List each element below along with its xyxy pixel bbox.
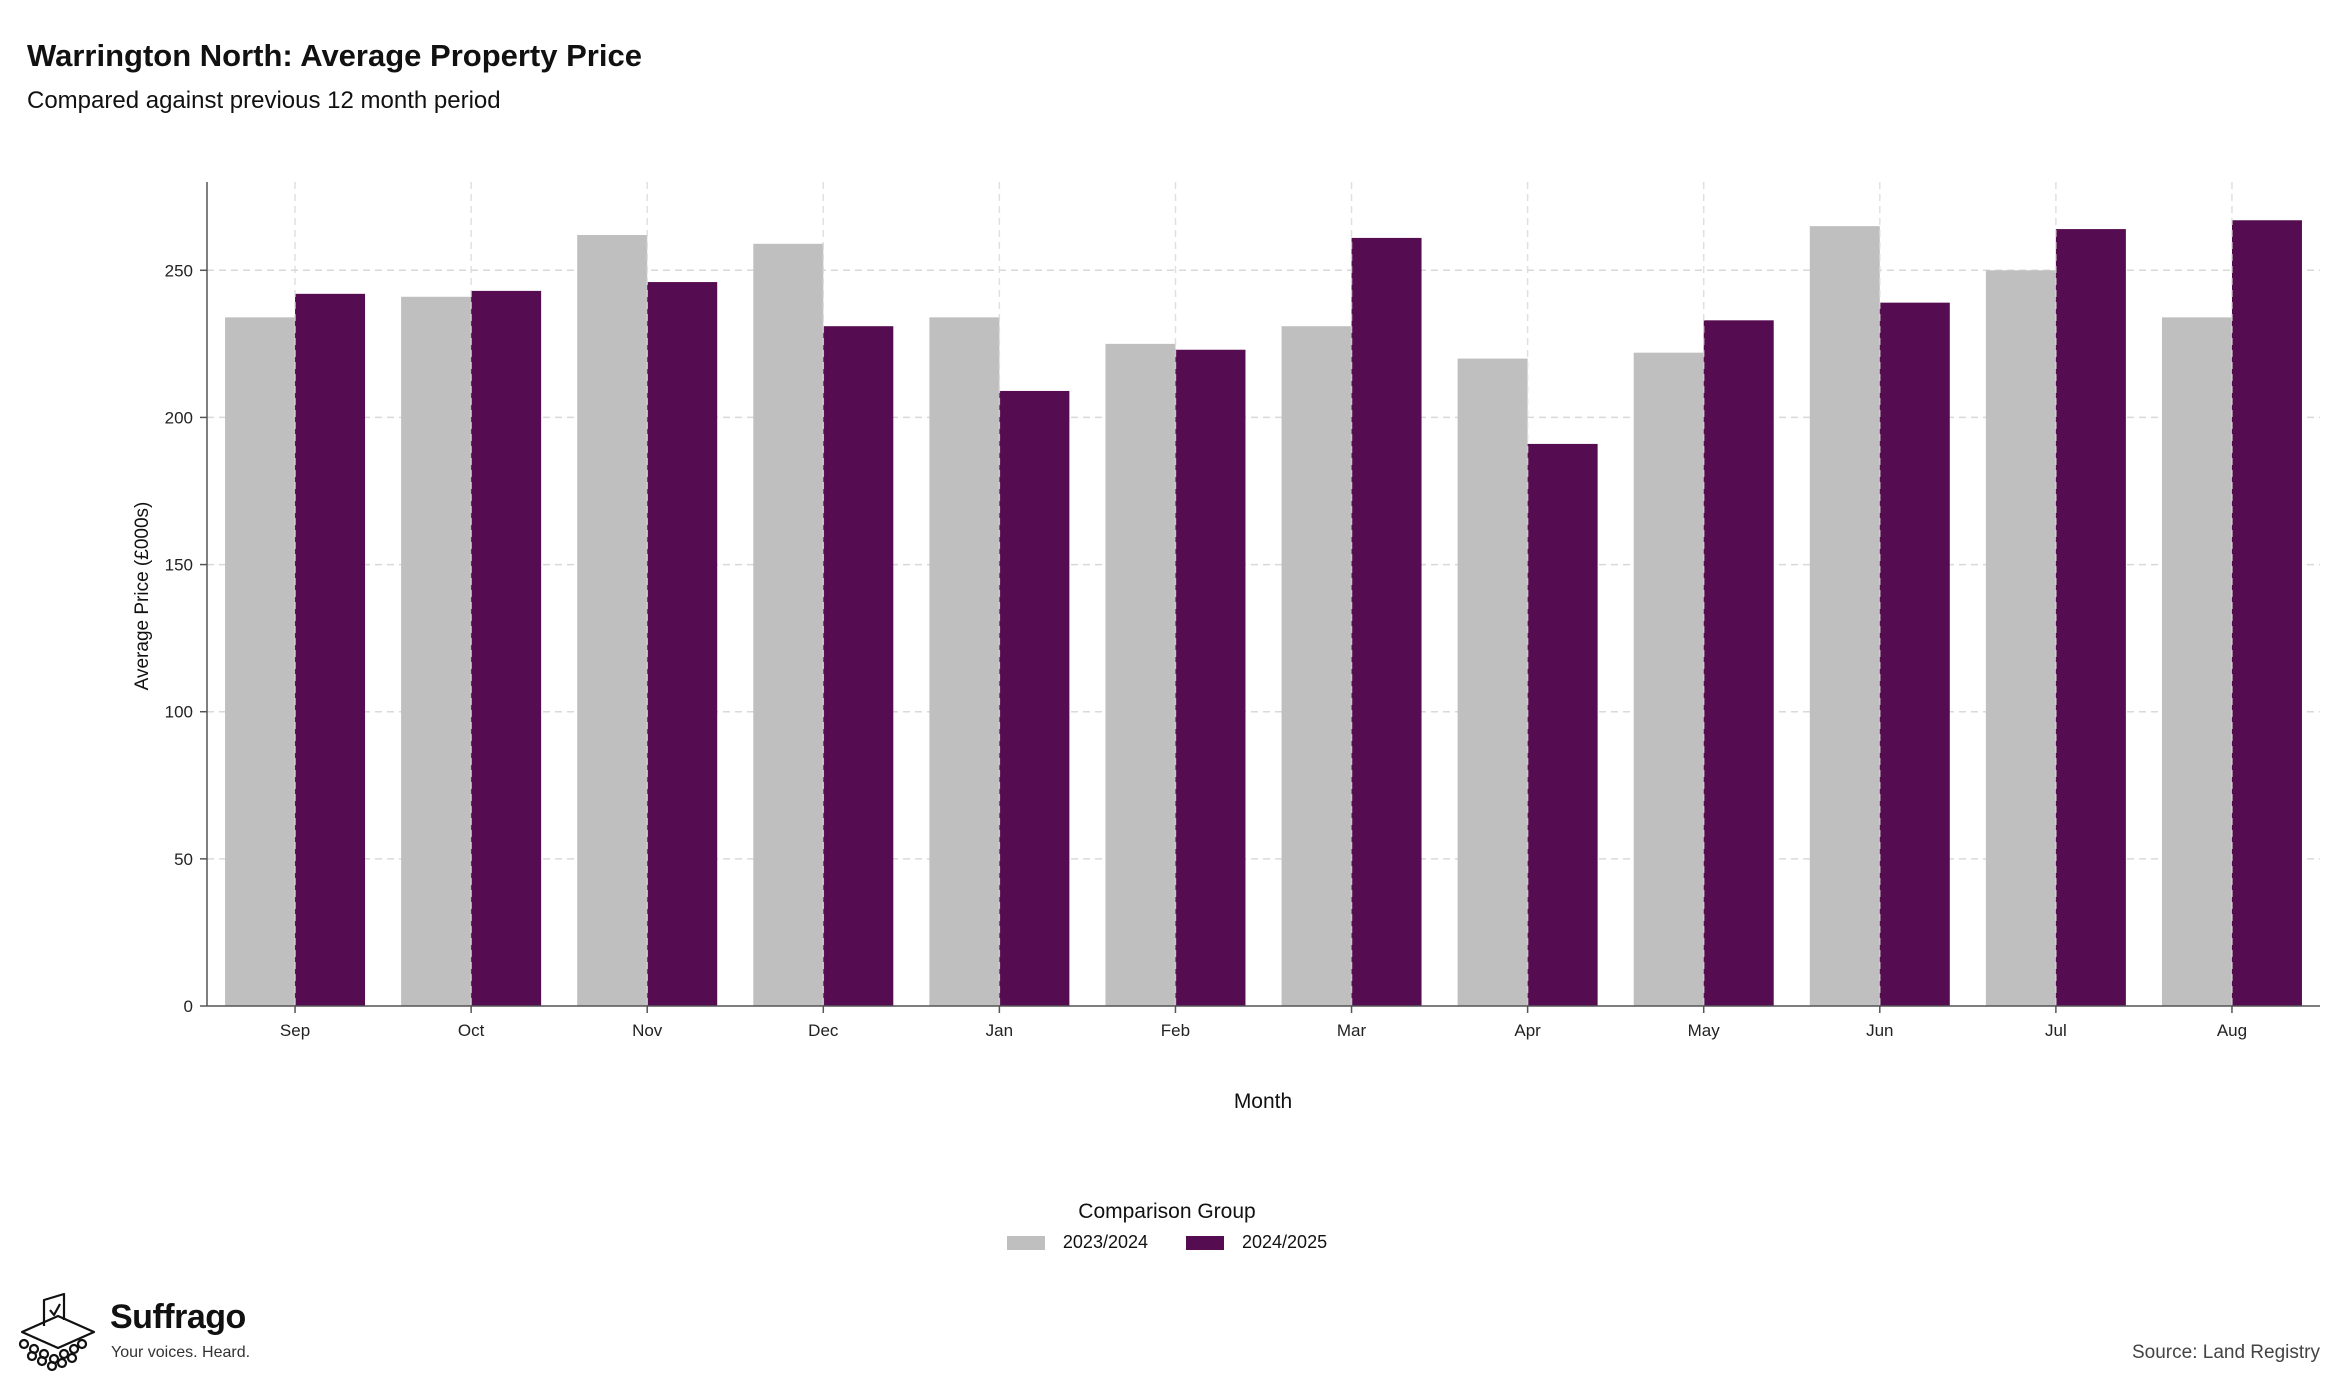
x-tick-label-jun: Jun bbox=[1866, 1021, 1893, 1040]
axis-labels: 0 50 100 150 200 250 Sep Oct Nov Dec Jan Feb Mar Apr M… bbox=[165, 261, 2247, 1040]
y-tick-label: 100 bbox=[165, 703, 193, 722]
chart-subtitle: Compared against previous 12 month perio… bbox=[27, 87, 501, 114]
y-tick-label: 150 bbox=[165, 556, 193, 575]
bar-2023-2024-nov bbox=[577, 234, 648, 1006]
bar-2023-2024-mar bbox=[1281, 326, 1352, 1006]
legend: 2023/2024 2024/2025 bbox=[0, 1232, 2334, 1253]
brand-name: Suffrago bbox=[110, 1298, 246, 1336]
legend-label-2023-2024: 2023/2024 bbox=[1062, 1232, 1148, 1252]
vertical-grid-lines bbox=[294, 182, 2233, 1006]
y-axis-title: Average Price (£000s) bbox=[132, 502, 153, 691]
x-tick-label-jul: Jul bbox=[2045, 1021, 2067, 1040]
bar-2024-2025-mar bbox=[1351, 237, 1422, 1006]
bar-2023-2024-dec bbox=[753, 243, 824, 1007]
bars bbox=[225, 220, 2302, 1007]
axes bbox=[200, 182, 2320, 1013]
bar-2024-2025-jun bbox=[1879, 302, 1950, 1007]
bar-2024-2025-aug bbox=[2231, 220, 2302, 1006]
bar-2023-2024-jun bbox=[1809, 226, 1880, 1007]
bar-2024-2025-may bbox=[1703, 320, 1774, 1006]
y-tick-label: 0 bbox=[184, 997, 193, 1016]
x-tick-label-feb: Feb bbox=[1161, 1021, 1190, 1040]
bar-2024-2025-jan bbox=[999, 390, 1070, 1006]
x-tick-label-jan: Jan bbox=[986, 1021, 1013, 1040]
x-tick-label-aug: Aug bbox=[2217, 1021, 2247, 1040]
ballot-box-logo-icon bbox=[18, 1292, 96, 1372]
bar-2023-2024-oct bbox=[401, 296, 472, 1006]
bar-2024-2025-dec bbox=[823, 326, 894, 1006]
y-tick-label: 250 bbox=[165, 261, 193, 280]
legend-swatch-2024-2025 bbox=[1186, 1235, 1224, 1250]
bar-2024-2025-oct bbox=[471, 290, 542, 1006]
chart-title: Warrington North: Average Property Price bbox=[27, 38, 642, 73]
y-tick-label: 50 bbox=[174, 850, 193, 869]
bar-2023-2024-jul bbox=[1985, 270, 2056, 1006]
bar-2024-2025-nov bbox=[647, 282, 718, 1006]
bar-2023-2024-may bbox=[1633, 352, 1704, 1007]
grid-lines bbox=[207, 269, 2320, 860]
bar-2023-2024-feb bbox=[1105, 343, 1176, 1006]
bar-2023-2024-jan bbox=[929, 317, 1000, 1006]
bar-2024-2025-sep bbox=[295, 293, 366, 1006]
legend-title: Comparison Group bbox=[1078, 1200, 1256, 1223]
y-tick-label: 200 bbox=[165, 408, 193, 427]
legend-item-2023-2024: 2023/2024 bbox=[1006, 1232, 1148, 1253]
legend-label-2024-2025: 2024/2025 bbox=[1242, 1232, 1328, 1252]
bar-2023-2024-aug bbox=[2161, 317, 2232, 1006]
x-tick-label-sep: Sep bbox=[280, 1021, 310, 1040]
legend-swatch-2023-2024 bbox=[1006, 1235, 1045, 1250]
bar-chart: 0 50 100 150 200 250 Sep Oct Nov Dec Jan Feb Mar Apr M… bbox=[132, 182, 2320, 1113]
bar-2024-2025-jul bbox=[2055, 229, 2126, 1007]
x-tick-label-nov: Nov bbox=[632, 1021, 663, 1040]
bar-2024-2025-apr bbox=[1527, 443, 1598, 1006]
x-tick-label-apr: Apr bbox=[1514, 1021, 1541, 1040]
brand-tagline: Your voices. Heard. bbox=[111, 1344, 251, 1361]
bar-2023-2024-apr bbox=[1457, 358, 1528, 1007]
x-tick-label-dec: Dec bbox=[808, 1021, 839, 1040]
bar-2023-2024-sep bbox=[225, 317, 296, 1006]
x-tick-label-mar: Mar bbox=[1337, 1021, 1367, 1040]
x-axis-title: Month bbox=[1234, 1090, 1292, 1113]
source-note: Source: Land Registry bbox=[2132, 1342, 2320, 1363]
bar-2024-2025-feb bbox=[1175, 349, 1246, 1006]
legend-item-2024-2025: 2024/2025 bbox=[1186, 1232, 1327, 1253]
x-tick-label-may: May bbox=[1688, 1021, 1721, 1040]
x-tick-label-oct: Oct bbox=[458, 1021, 485, 1040]
